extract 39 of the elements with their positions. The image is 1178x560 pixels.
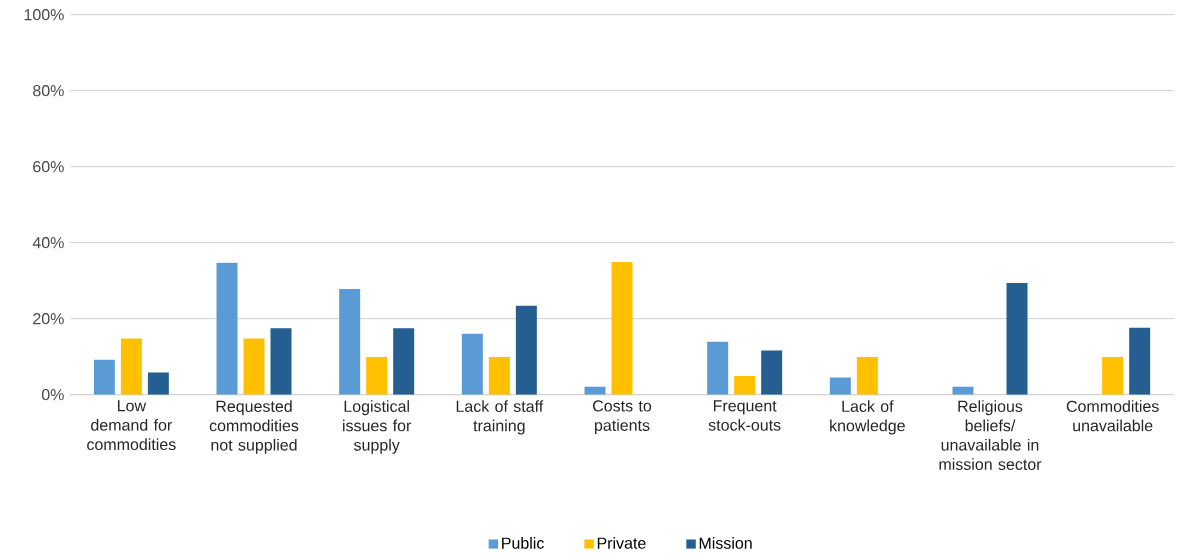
x-tick-label: Costs to patients xyxy=(593,400,652,435)
x-tick-label: Requested commodities not supplied xyxy=(209,400,299,454)
bar xyxy=(216,262,238,395)
x-tick-label: Lack of knowledge xyxy=(830,400,905,435)
bar xyxy=(366,357,388,395)
bar xyxy=(761,350,783,395)
x-tick-label: Lack of staff training xyxy=(456,400,544,435)
x-tick-label: Low demand for commodities xyxy=(87,400,176,451)
bar xyxy=(611,262,633,395)
bar xyxy=(1006,282,1028,395)
legend-label: Mission xyxy=(699,537,752,549)
x-tick-label: Logistical issues for supply xyxy=(343,400,412,454)
bar xyxy=(339,289,361,395)
bar xyxy=(734,376,756,395)
legend-label: Public xyxy=(502,537,544,549)
y-tick-label: 40% xyxy=(32,237,64,249)
y-tick-label: 0% xyxy=(41,389,64,401)
y-tick-label: 80% xyxy=(33,85,64,97)
bar xyxy=(243,338,265,395)
bar xyxy=(707,341,729,395)
y-tick-label: 100% xyxy=(24,9,64,21)
bar xyxy=(1102,357,1124,395)
x-tick-label: Religious beliefs/ unavailable in mission sector xyxy=(939,400,1042,470)
y-tick-label: 20% xyxy=(33,313,64,325)
bar xyxy=(856,357,878,395)
x-tick-label: Commodities unavailable xyxy=(1066,400,1159,432)
bar xyxy=(147,372,169,395)
x-tick-label: Frequent stock-outs xyxy=(708,400,781,431)
bar xyxy=(829,377,851,395)
y-tick-label: 60% xyxy=(33,161,64,173)
legend-label: Private xyxy=(597,537,646,549)
bar xyxy=(461,333,483,395)
bar xyxy=(515,305,537,395)
bar xyxy=(488,357,510,395)
bar xyxy=(93,359,115,395)
bar xyxy=(270,328,292,395)
bar xyxy=(1129,327,1151,395)
bar xyxy=(393,328,415,395)
bar xyxy=(120,338,142,395)
